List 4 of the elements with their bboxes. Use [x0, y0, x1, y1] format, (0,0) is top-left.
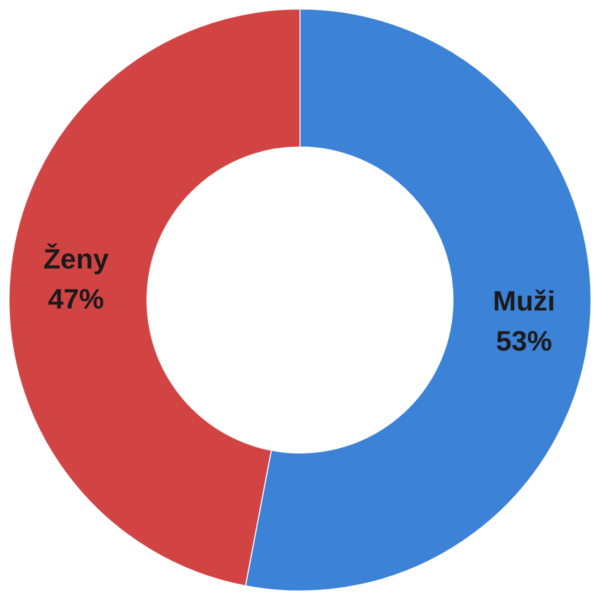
data-label: 53%: [496, 326, 552, 357]
slice-label: Muži: [492, 286, 556, 317]
slice-label: Ženy: [43, 242, 110, 274]
data-label: 47%: [48, 283, 104, 314]
